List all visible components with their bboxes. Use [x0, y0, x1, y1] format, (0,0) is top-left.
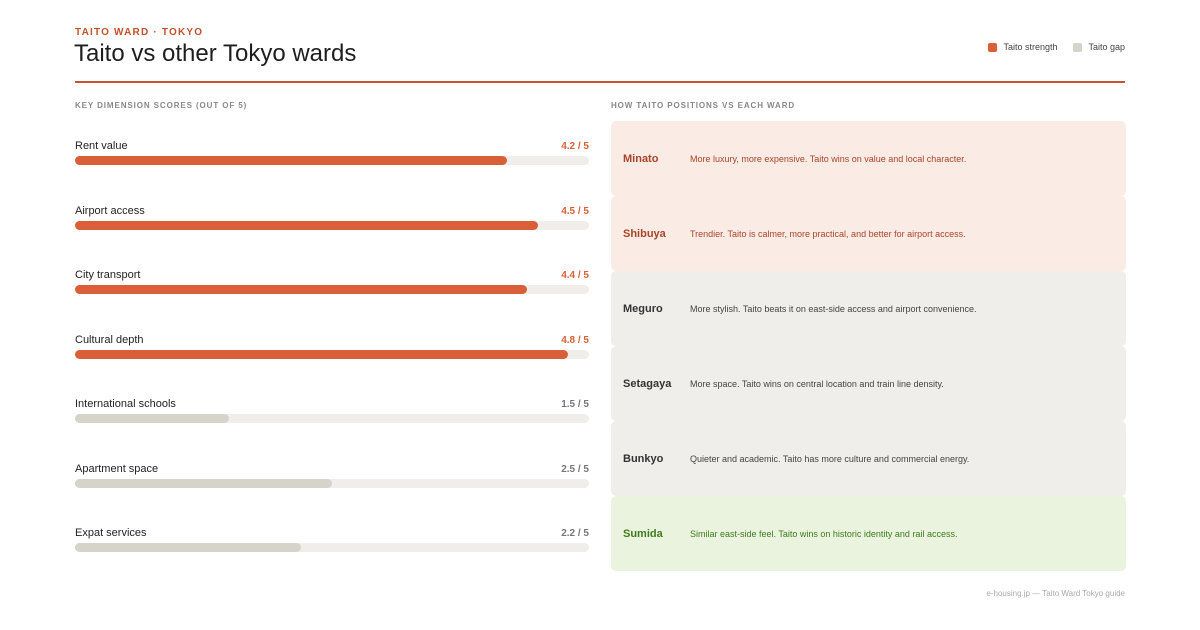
bar-track: [75, 156, 589, 165]
bar: [75, 349, 569, 359]
bar: [75, 220, 538, 230]
ward-card: Shibuya Trendier. Taito is calmer, more p…: [611, 196, 1126, 271]
ward-comparison-text: More luxury, more expensive. Taito wins …: [690, 153, 967, 164]
bar-value-label: 2.2 / 5: [561, 528, 589, 539]
bar-track: [75, 285, 589, 294]
ward-card: Setagaya More space. Taito wins on centra…: [611, 346, 1126, 421]
legend-label-strength: Taito strength: [1003, 42, 1058, 52]
bar-track: [75, 543, 589, 552]
legend-item-strength: Taito strength: [988, 42, 1057, 52]
bar-label: Rent value: [75, 140, 128, 152]
comparison-section-label: HOW TAITO POSITIONS VS EACH WARD: [611, 101, 796, 110]
bar: [75, 285, 528, 294]
ward-comparison-text: Similar east-side feel. Taito wins on hi…: [690, 528, 958, 539]
bar-row: Cultural depth 4.8 / 5: [75, 334, 589, 399]
bar-track: [75, 414, 589, 423]
bar-label: International schools: [75, 398, 176, 410]
bar-label: Expat services: [75, 527, 147, 539]
bar-row: Expat services 2.2 / 5: [75, 527, 589, 592]
ward-name: Setagaya: [623, 377, 672, 390]
bar-row: Apartment space 2.5 / 5: [75, 463, 589, 528]
score-bar-chart: Rent value 4.2 / 5 Airport access 4.5 / 5 Ci…: [75, 140, 589, 592]
bar-track: [75, 220, 589, 230]
bar: [75, 414, 230, 423]
legend: Taito strength Taito gap: [972, 42, 1125, 52]
bar: [75, 156, 507, 165]
ward-card: Minato More luxury, more expensive. Taito…: [611, 121, 1126, 196]
bar-track: [75, 349, 589, 359]
bar-row: Airport access 4.5 / 5: [75, 205, 589, 270]
ward-name: Sumida: [623, 527, 663, 540]
bar-value-label: 4.8 / 5: [561, 334, 589, 346]
bar-value-label: 1.5 / 5: [561, 399, 589, 410]
bar-value-label: 4.5 / 5: [561, 205, 589, 217]
ward-comparison-text: More stylish. Taito beats it on east-sid…: [690, 303, 977, 314]
ward-comparison-text: More space. Taito wins on central locati…: [690, 378, 944, 389]
ward-card: Bunkyo Quieter and academic. Taito has mo…: [611, 421, 1126, 496]
scores-section-label: KEY DIMENSION SCORES (OUT OF 5): [75, 101, 248, 110]
ward-card: Sumida Similar east-side feel. Taito wins…: [611, 496, 1126, 571]
ward-name: Bunkyo: [623, 452, 664, 465]
header-divider: [75, 81, 1125, 83]
ward-card: Meguro More stylish. Taito beats it on ea…: [611, 271, 1126, 346]
bar: [75, 543, 302, 552]
ward-comparison-list: Minato More luxury, more expensive. Taito…: [611, 121, 1126, 571]
bar-value-label: 2.5 / 5: [561, 463, 589, 475]
footer-credit: e-housing.jp — Taito Ward Tokyo guide: [986, 589, 1125, 598]
ward-name: Meguro: [623, 302, 663, 315]
bar-label: Cultural depth: [75, 333, 144, 346]
legend-swatch-strength: [988, 42, 998, 52]
bar-track: [75, 478, 589, 488]
page-title: Taito vs other Tokyo wards: [74, 40, 357, 67]
bar-row: International schools 1.5 / 5: [75, 398, 589, 463]
bar: [75, 478, 332, 488]
bar-label: Apartment space: [75, 462, 159, 475]
legend-item-gap: Taito gap: [1073, 42, 1125, 52]
bar-value-label: 4.4 / 5: [561, 270, 589, 281]
ward-comparison-text: Quieter and academic. Taito has more cul…: [690, 453, 970, 464]
ward-comparison-text: Trendier. Taito is calmer, more practica…: [690, 228, 966, 239]
bar-row: Rent value 4.2 / 5: [75, 140, 589, 205]
ward-name: Minato: [623, 152, 659, 165]
legend-label-gap: Taito gap: [1088, 42, 1125, 52]
bar-label: Airport access: [75, 204, 145, 217]
eyebrow: TAITO WARD · TOKYO: [75, 27, 204, 38]
bar-value-label: 4.2 / 5: [561, 141, 589, 152]
bar-label: City transport: [75, 269, 141, 281]
bar-row: City transport 4.4 / 5: [75, 269, 589, 334]
ward-name: Shibuya: [623, 227, 666, 240]
legend-swatch-gap: [1073, 42, 1083, 52]
